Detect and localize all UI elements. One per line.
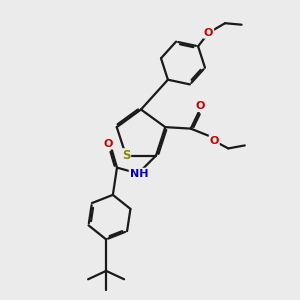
Text: O: O xyxy=(209,136,219,146)
Text: O: O xyxy=(204,28,213,38)
Text: NH: NH xyxy=(130,169,148,178)
Text: S: S xyxy=(122,149,130,162)
Text: O: O xyxy=(104,139,113,148)
Text: O: O xyxy=(195,101,204,111)
